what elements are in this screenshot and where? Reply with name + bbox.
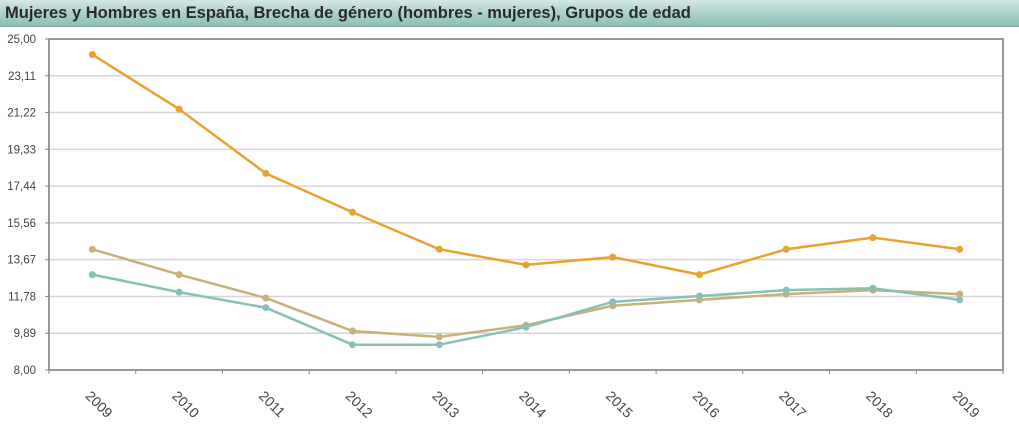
data-point[interactable] [782, 286, 790, 294]
data-point[interactable] [88, 271, 96, 279]
data-point[interactable] [782, 245, 790, 253]
data-point[interactable] [435, 341, 443, 349]
y-tick-label: 23,11 [8, 71, 36, 83]
data-point[interactable] [522, 323, 530, 331]
chart-title-bar: Mujeres y Hombres en España, Brecha de g… [0, 0, 1019, 27]
data-point[interactable] [175, 288, 183, 296]
line-chart: 25,00 23,11 21,22 19,33 17,44 15,56 13,67 11,78… [7, 34, 1004, 421]
x-tick-label: 2016 [690, 388, 723, 421]
data-point[interactable] [695, 292, 703, 300]
x-tick-label: 2011 [256, 388, 289, 421]
y-tick-label: 8,00 [14, 365, 36, 377]
data-point[interactable] [349, 327, 357, 335]
data-point[interactable] [869, 284, 877, 292]
y-tick-label: 17,44 [7, 181, 36, 193]
y-tick-label: 21,22 [7, 108, 36, 120]
x-tick-label: 2018 [863, 388, 896, 421]
series-line [91, 53, 960, 276]
y-tick-label: 11,78 [8, 291, 36, 303]
data-point[interactable] [609, 253, 617, 261]
grid [49, 38, 1003, 371]
x-tick-label: 2019 [950, 388, 983, 421]
series-1 [88, 51, 964, 279]
data-point[interactable] [349, 208, 357, 216]
data-point[interactable] [88, 51, 96, 59]
data-point[interactable] [175, 271, 183, 279]
x-tick-label: 2012 [343, 388, 376, 421]
data-point[interactable] [175, 105, 183, 113]
data-point[interactable] [262, 169, 270, 177]
chart-title: Mujeres y Hombres en España, Brecha de g… [5, 4, 691, 22]
x-tick-label: 2009 [82, 388, 115, 421]
data-point[interactable] [435, 333, 443, 341]
data-point[interactable] [956, 245, 964, 253]
data-point[interactable] [869, 234, 877, 242]
data-point[interactable] [262, 304, 270, 312]
x-tick-label: 2013 [429, 388, 462, 421]
y-axis-ticks: 25,00 23,11 21,22 19,33 17,44 15,56 13,67 11,78… [7, 34, 49, 377]
data-point[interactable] [435, 245, 443, 253]
y-tick-label: 9,89 [14, 328, 36, 340]
data-point[interactable] [695, 271, 703, 279]
y-tick-label: 25,00 [7, 34, 36, 46]
y-tick-label: 19,33 [7, 144, 36, 156]
plot-area-frame [48, 38, 1004, 371]
y-tick-label: 13,67 [7, 255, 36, 267]
series-3 [88, 271, 964, 349]
data-point[interactable] [609, 298, 617, 306]
x-tick-label: 2010 [169, 388, 202, 421]
data-point[interactable] [88, 245, 96, 253]
data-point[interactable] [262, 294, 270, 302]
data-point[interactable] [956, 296, 964, 304]
x-tick-label: 2014 [516, 388, 549, 421]
data-point[interactable] [956, 290, 964, 298]
data-point[interactable] [349, 341, 357, 349]
x-tick-label: 2015 [603, 388, 636, 421]
x-tick-label: 2017 [776, 388, 809, 421]
data-point[interactable] [522, 261, 530, 269]
series-group [88, 51, 964, 349]
y-tick-label: 15,56 [7, 218, 36, 230]
x-axis-ticks: 2009 2010 2011 2012 2013 2014 2015 2016 2017 2018… [48, 370, 1004, 421]
